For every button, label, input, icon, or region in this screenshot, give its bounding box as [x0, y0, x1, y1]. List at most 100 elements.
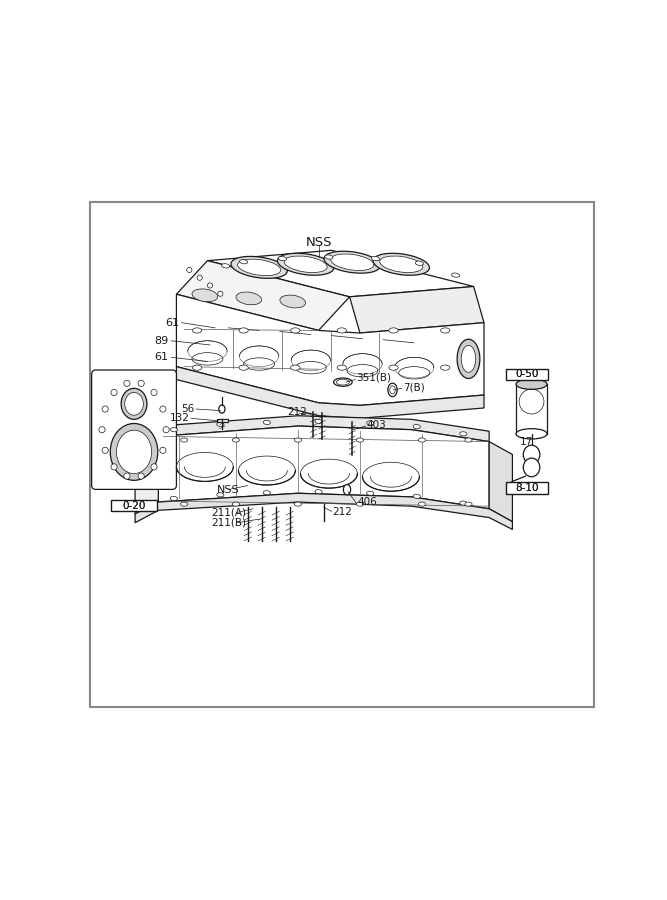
- Ellipse shape: [356, 438, 364, 442]
- Ellipse shape: [413, 494, 420, 499]
- Ellipse shape: [336, 379, 350, 385]
- Ellipse shape: [217, 422, 224, 427]
- Ellipse shape: [181, 502, 188, 506]
- Ellipse shape: [187, 267, 192, 273]
- Ellipse shape: [232, 438, 239, 442]
- Text: 211(B): 211(B): [211, 518, 247, 527]
- Ellipse shape: [99, 427, 105, 433]
- Ellipse shape: [344, 484, 351, 495]
- Ellipse shape: [124, 473, 130, 479]
- Ellipse shape: [237, 259, 281, 275]
- Ellipse shape: [460, 501, 467, 505]
- Ellipse shape: [315, 490, 322, 494]
- Ellipse shape: [170, 497, 177, 500]
- Text: 61: 61: [155, 352, 169, 363]
- Text: 132: 132: [169, 413, 189, 423]
- Ellipse shape: [111, 464, 117, 470]
- Ellipse shape: [181, 438, 188, 442]
- Ellipse shape: [232, 502, 239, 506]
- Text: 403: 403: [367, 419, 386, 429]
- Ellipse shape: [416, 261, 424, 266]
- Ellipse shape: [217, 492, 224, 497]
- Ellipse shape: [197, 275, 202, 280]
- Ellipse shape: [221, 264, 229, 268]
- Text: 17: 17: [520, 436, 534, 446]
- Ellipse shape: [160, 406, 166, 412]
- Ellipse shape: [231, 256, 287, 278]
- Ellipse shape: [460, 432, 467, 436]
- Ellipse shape: [294, 502, 301, 506]
- Text: 0-20: 0-20: [122, 500, 145, 510]
- Ellipse shape: [278, 256, 287, 261]
- Polygon shape: [176, 294, 484, 405]
- Ellipse shape: [324, 251, 380, 274]
- Ellipse shape: [367, 491, 374, 495]
- Ellipse shape: [193, 328, 201, 333]
- Ellipse shape: [218, 292, 223, 296]
- Ellipse shape: [418, 438, 426, 442]
- Ellipse shape: [380, 256, 423, 273]
- Text: 0-50: 0-50: [515, 369, 538, 380]
- Text: 0-20: 0-20: [122, 501, 145, 511]
- Ellipse shape: [315, 419, 322, 424]
- Ellipse shape: [452, 273, 460, 277]
- Ellipse shape: [277, 253, 334, 275]
- Text: 7(B): 7(B): [403, 382, 425, 392]
- Ellipse shape: [325, 255, 333, 259]
- Ellipse shape: [457, 339, 480, 379]
- Text: 8-10: 8-10: [515, 483, 539, 493]
- Ellipse shape: [418, 502, 426, 506]
- Ellipse shape: [462, 346, 476, 373]
- Bar: [217, 419, 228, 422]
- Polygon shape: [135, 493, 512, 529]
- Text: 351(B): 351(B): [356, 373, 392, 383]
- Ellipse shape: [389, 328, 398, 333]
- Ellipse shape: [356, 502, 364, 506]
- Ellipse shape: [524, 446, 540, 464]
- Ellipse shape: [338, 365, 346, 370]
- Ellipse shape: [121, 388, 147, 419]
- Text: 89: 89: [155, 336, 169, 346]
- Ellipse shape: [331, 254, 374, 271]
- Ellipse shape: [263, 420, 271, 425]
- Ellipse shape: [263, 491, 271, 495]
- Text: NSS: NSS: [305, 236, 331, 249]
- Bar: [506, 369, 548, 380]
- Ellipse shape: [124, 380, 130, 386]
- Ellipse shape: [151, 464, 157, 470]
- Bar: [506, 482, 548, 494]
- Ellipse shape: [219, 405, 225, 413]
- Polygon shape: [489, 442, 512, 522]
- Ellipse shape: [110, 424, 158, 481]
- Ellipse shape: [117, 430, 151, 473]
- Ellipse shape: [236, 292, 261, 305]
- Polygon shape: [176, 366, 484, 418]
- Ellipse shape: [516, 428, 547, 439]
- Ellipse shape: [284, 256, 327, 273]
- Text: 0-50: 0-50: [515, 369, 538, 380]
- Ellipse shape: [516, 379, 547, 390]
- Polygon shape: [176, 261, 350, 330]
- Ellipse shape: [291, 365, 300, 370]
- Ellipse shape: [334, 378, 352, 386]
- Ellipse shape: [239, 328, 248, 333]
- Ellipse shape: [239, 365, 248, 370]
- Polygon shape: [158, 426, 489, 508]
- Polygon shape: [207, 250, 474, 297]
- Ellipse shape: [389, 365, 398, 370]
- Ellipse shape: [524, 458, 540, 477]
- Ellipse shape: [193, 365, 201, 370]
- Ellipse shape: [441, 365, 450, 370]
- Ellipse shape: [207, 283, 213, 288]
- Text: 211(A): 211(A): [211, 508, 247, 518]
- Ellipse shape: [388, 383, 397, 397]
- Bar: [111, 500, 157, 511]
- Ellipse shape: [160, 447, 166, 454]
- Text: 61: 61: [165, 318, 179, 328]
- Text: 212: 212: [287, 407, 307, 417]
- Ellipse shape: [465, 502, 472, 506]
- Ellipse shape: [465, 438, 472, 442]
- Ellipse shape: [163, 427, 169, 433]
- Ellipse shape: [151, 390, 157, 396]
- Ellipse shape: [170, 428, 177, 432]
